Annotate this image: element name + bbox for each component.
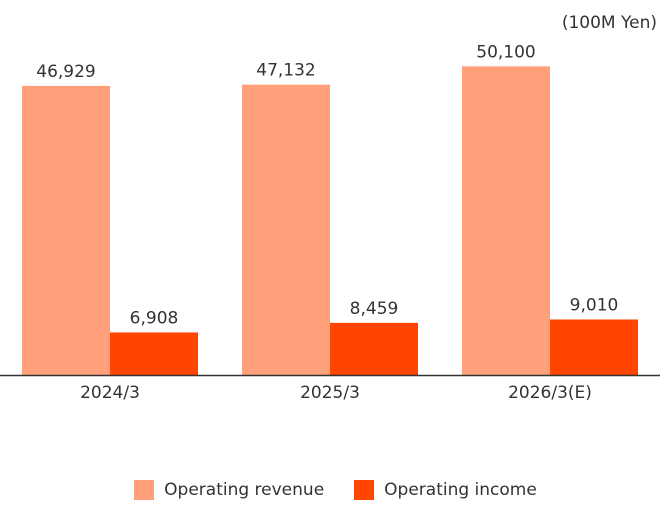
bar-operating-income-0: [110, 332, 198, 375]
data-label-operating-revenue-2: 50,100: [476, 42, 535, 62]
bar-operating-revenue-1: [242, 84, 330, 376]
data-label-operating-income-2: 9,010: [570, 295, 619, 315]
legend-swatch-operating-income: [354, 480, 375, 500]
category-label-0: 2024/3: [80, 383, 140, 403]
category-label-2: 2026/3(E): [508, 383, 592, 403]
data-label-operating-income-0: 6,908: [130, 308, 179, 328]
legend-label-operating-income: Operating income: [384, 480, 537, 500]
legend: Operating revenue Operating income: [0, 480, 671, 500]
bar-operating-income-1: [330, 322, 418, 375]
legend-swatch-operating-revenue: [134, 480, 155, 500]
bar-operating-revenue-2: [462, 66, 550, 376]
data-label-operating-revenue-1: 47,132: [256, 61, 315, 81]
legend-item-operating-revenue[interactable]: Operating revenue: [134, 480, 324, 500]
data-label-operating-revenue-0: 46,929: [36, 62, 95, 82]
unit-label: (100M Yen): [561, 13, 657, 33]
legend-label-operating-revenue: Operating revenue: [164, 480, 325, 500]
legend-item-operating-income[interactable]: Operating income: [354, 480, 537, 500]
category-label-1: 2025/3: [300, 383, 360, 403]
bar-operating-revenue-0: [22, 85, 110, 375]
bar-operating-income-2: [550, 319, 638, 375]
data-label-operating-income-1: 8,459: [350, 299, 399, 319]
